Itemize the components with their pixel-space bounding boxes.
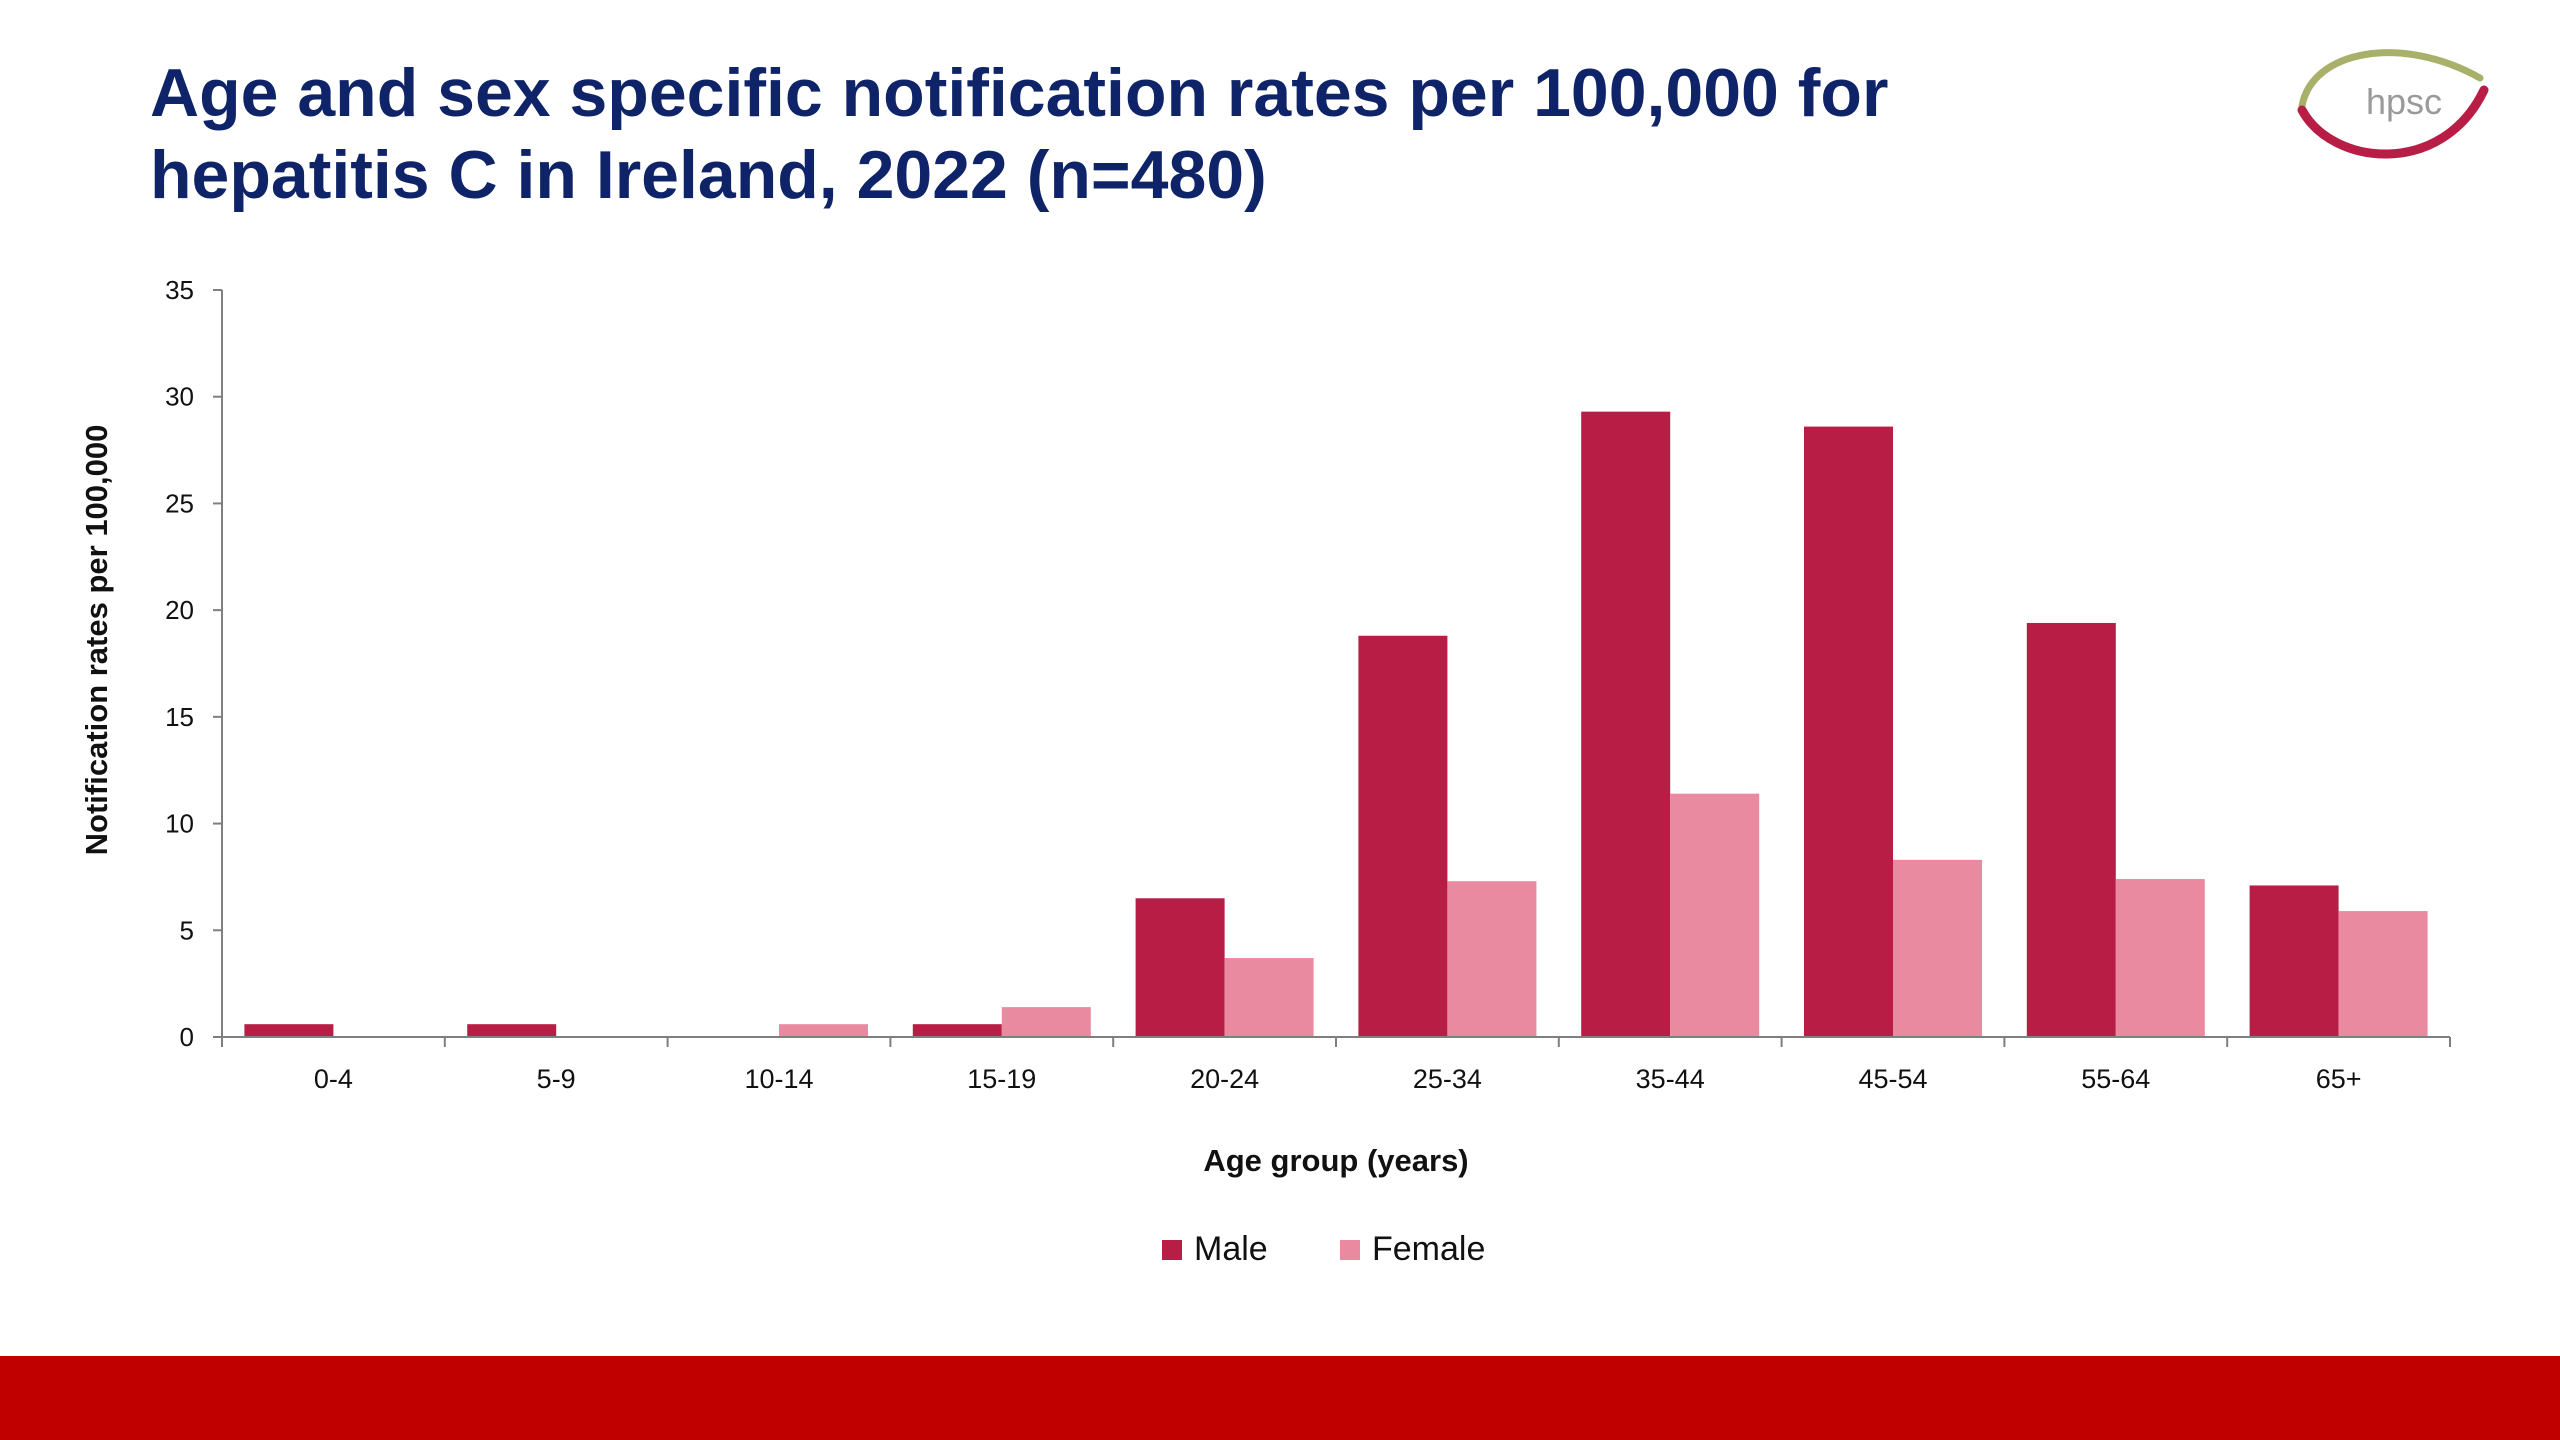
title-line-2: hepatitis C in Ireland, 2022 (n=480) — [150, 137, 1267, 213]
bar-female-25-34 — [1447, 881, 1537, 1037]
bar-female-45-54 — [1893, 859, 1982, 1037]
bar-male-0-4 — [244, 1024, 334, 1037]
y-tick-label-0: 0 — [180, 1022, 194, 1052]
hpsc-logo: hpsc — [2297, 49, 2489, 159]
logo-text: hpsc — [2366, 81, 2442, 122]
x-tick-label-20-24: 20-24 — [1190, 1064, 1259, 1094]
x-tick-label-25-34: 25-34 — [1413, 1064, 1482, 1094]
y-axis-title: Notification rates per 100,000 — [79, 425, 114, 856]
legend-label-male: Male — [1194, 1230, 1268, 1268]
x-tick-label-5-9: 5-9 — [537, 1064, 576, 1094]
y-tick-label-20: 20 — [165, 595, 194, 625]
x-tick-label-45-54: 45-54 — [1858, 1064, 1927, 1094]
bar-male-35-44 — [1581, 411, 1671, 1037]
x-tick-label-65+: 65+ — [2316, 1064, 2362, 1094]
bar-male-45-54 — [1804, 426, 1893, 1037]
legend-swatch-male — [1162, 1240, 1182, 1260]
y-tick-label-15: 15 — [165, 702, 194, 732]
bar-female-20-24 — [1224, 958, 1314, 1037]
bar-male-20-24 — [1135, 898, 1225, 1037]
y-tick-label-25: 25 — [165, 488, 194, 518]
bar-male-5-9 — [467, 1024, 557, 1037]
footer-bar — [0, 1356, 2560, 1440]
bar-male-65+ — [2249, 885, 2339, 1037]
y-tick-label-5: 5 — [180, 915, 194, 945]
y-tick-label-30: 30 — [165, 382, 194, 412]
x-tick-label-35-44: 35-44 — [1636, 1064, 1705, 1094]
x-tick-label-0-4: 0-4 — [314, 1064, 353, 1094]
bar-female-55-64 — [2115, 879, 2205, 1037]
x-tick-label-10-14: 10-14 — [744, 1064, 813, 1094]
title-line-1: Age and sex specific notification rates … — [150, 55, 1889, 131]
legend-label-female: Female — [1372, 1230, 1485, 1268]
bar-male-25-34 — [1358, 635, 1448, 1037]
x-axis-title: Age group (years) — [1203, 1143, 1468, 1178]
page-title: Age and sex specific notification rates … — [150, 52, 2150, 216]
bar-female-35-44 — [1670, 793, 1760, 1037]
bar-female-10-14 — [779, 1024, 868, 1037]
bar-female-15-19 — [1001, 1007, 1091, 1037]
y-tick-label-35: 35 — [165, 275, 194, 305]
logo-swoosh-shape — [2298, 49, 2484, 110]
bar-female-65+ — [2338, 911, 2428, 1037]
bar-male-55-64 — [2026, 622, 2116, 1037]
x-tick-label-55-64: 55-64 — [2081, 1064, 2150, 1094]
y-tick-label-10: 10 — [165, 809, 194, 839]
logo-arc-shape — [2297, 85, 2489, 159]
x-tick-label-15-19: 15-19 — [967, 1064, 1036, 1094]
bar-male-15-19 — [912, 1024, 1002, 1037]
legend-swatch-female — [1340, 1240, 1360, 1260]
